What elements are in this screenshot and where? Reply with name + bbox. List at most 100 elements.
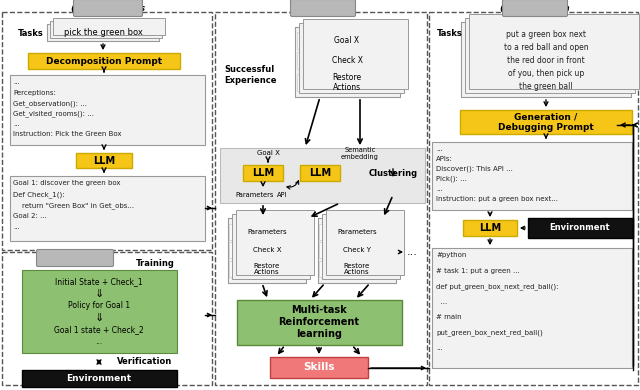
Text: Check Y: Check Y <box>343 247 371 253</box>
Text: Verification: Verification <box>117 358 173 367</box>
Text: the green ball: the green ball <box>519 82 573 91</box>
Text: ...: ... <box>436 345 443 351</box>
Text: APIs:: APIs: <box>436 156 453 162</box>
Bar <box>22 270 177 353</box>
Text: ...: ... <box>436 298 447 305</box>
Text: Def Check_1():: Def Check_1(): <box>13 191 65 198</box>
Bar <box>10 75 205 145</box>
Bar <box>300 165 340 181</box>
Text: Successful
Experience: Successful Experience <box>224 65 276 85</box>
Text: to a red ball and open: to a red ball and open <box>504 43 588 52</box>
Bar <box>463 220 517 236</box>
Bar <box>295 27 400 97</box>
Bar <box>228 218 306 283</box>
Text: the red door in front: the red door in front <box>507 56 585 65</box>
Text: Get_visited_rooms(): ...: Get_visited_rooms(): ... <box>13 110 94 117</box>
Text: Multi-task
Reinforcement
learning: Multi-task Reinforcement learning <box>278 305 360 339</box>
Bar <box>215 12 427 385</box>
Bar <box>318 218 396 283</box>
Text: Check X: Check X <box>253 247 281 253</box>
Bar <box>22 370 177 387</box>
Bar <box>47 24 159 41</box>
Text: LLM: LLM <box>252 168 274 178</box>
Text: put_green_box_next_red_ball(): put_green_box_next_red_ball() <box>436 330 543 336</box>
Text: (b) Verification: (b) Verification <box>37 254 113 263</box>
Text: # main: # main <box>436 314 461 320</box>
Text: return "Green Box" in Get_obs...: return "Green Box" in Get_obs... <box>13 202 134 209</box>
Text: put a green box next: put a green box next <box>506 30 586 39</box>
Text: pick the green box: pick the green box <box>63 28 143 37</box>
Bar <box>461 22 631 97</box>
Text: Training: Training <box>136 259 175 268</box>
Bar <box>229 261 305 277</box>
Text: (c) Induction: (c) Induction <box>291 4 355 13</box>
Text: Goal X: Goal X <box>335 36 360 45</box>
Text: Pick(): ...: Pick(): ... <box>436 176 467 183</box>
Bar <box>270 357 368 378</box>
Bar <box>228 218 306 283</box>
Text: LLM: LLM <box>93 156 115 165</box>
Text: (a) Hypothesis: (a) Hypothesis <box>71 4 145 13</box>
Text: Goal 1: discover the green box: Goal 1: discover the green box <box>13 180 120 186</box>
Bar <box>429 12 638 385</box>
Bar <box>319 261 395 277</box>
Bar <box>297 32 398 49</box>
Text: ...: ... <box>13 121 20 127</box>
Bar <box>236 210 314 275</box>
Bar <box>322 214 400 279</box>
Text: Decomposition Prompt: Decomposition Prompt <box>46 57 162 66</box>
Text: LLM: LLM <box>479 223 501 233</box>
Text: API: API <box>277 192 287 198</box>
Text: ⇓: ⇓ <box>94 289 104 299</box>
Text: Policy for Goal 1: Policy for Goal 1 <box>68 301 130 310</box>
Bar <box>432 142 632 210</box>
Bar <box>469 14 639 89</box>
Text: Tasks: Tasks <box>18 28 44 37</box>
Bar <box>2 12 212 250</box>
Bar <box>319 242 395 258</box>
Bar <box>220 148 425 203</box>
Text: (d) Deduction: (d) Deduction <box>500 4 570 13</box>
Text: of you, then pick up: of you, then pick up <box>508 69 584 78</box>
Bar <box>53 18 165 35</box>
Text: Parameters: Parameters <box>247 229 287 235</box>
Bar <box>76 153 132 168</box>
Text: Semantic
embedding: Semantic embedding <box>341 147 379 160</box>
Text: Instruction: put a green box next...: Instruction: put a green box next... <box>436 196 558 202</box>
Bar <box>10 176 205 241</box>
Text: ...: ... <box>95 337 102 346</box>
Bar <box>432 248 632 368</box>
Bar <box>465 18 635 93</box>
Bar <box>50 21 162 38</box>
FancyBboxPatch shape <box>36 250 113 266</box>
Text: ...: ... <box>436 186 443 192</box>
Bar <box>232 214 310 279</box>
Text: Restore
Actions: Restore Actions <box>344 262 370 275</box>
Bar <box>2 252 212 385</box>
Bar <box>299 23 404 93</box>
Bar <box>243 165 283 181</box>
Text: Discover(): This API ...: Discover(): This API ... <box>436 166 513 172</box>
Text: ...: ... <box>13 79 20 85</box>
Text: ...: ... <box>436 146 443 152</box>
Text: Parameters: Parameters <box>236 192 274 198</box>
Text: Tasks: Tasks <box>437 28 463 37</box>
Text: def put_green_box_next_red_ball():: def put_green_box_next_red_ball(): <box>436 283 559 290</box>
Bar <box>47 24 159 41</box>
Bar <box>528 218 633 238</box>
Bar <box>237 300 402 345</box>
Text: Perceptions:: Perceptions: <box>13 89 56 96</box>
Text: Environment: Environment <box>67 374 132 383</box>
Text: Restore
Actions: Restore Actions <box>254 262 280 275</box>
Bar <box>319 224 395 240</box>
Bar <box>297 74 398 91</box>
Bar <box>460 110 632 134</box>
Bar <box>318 218 396 283</box>
Text: ...: ... <box>13 224 20 230</box>
Bar <box>326 210 404 275</box>
Text: ⇓: ⇓ <box>94 313 104 323</box>
FancyBboxPatch shape <box>291 0 355 16</box>
Text: Generation /
Debugging Prompt: Generation / Debugging Prompt <box>498 112 594 132</box>
Text: Clustering: Clustering <box>369 168 417 177</box>
Bar <box>229 224 305 240</box>
